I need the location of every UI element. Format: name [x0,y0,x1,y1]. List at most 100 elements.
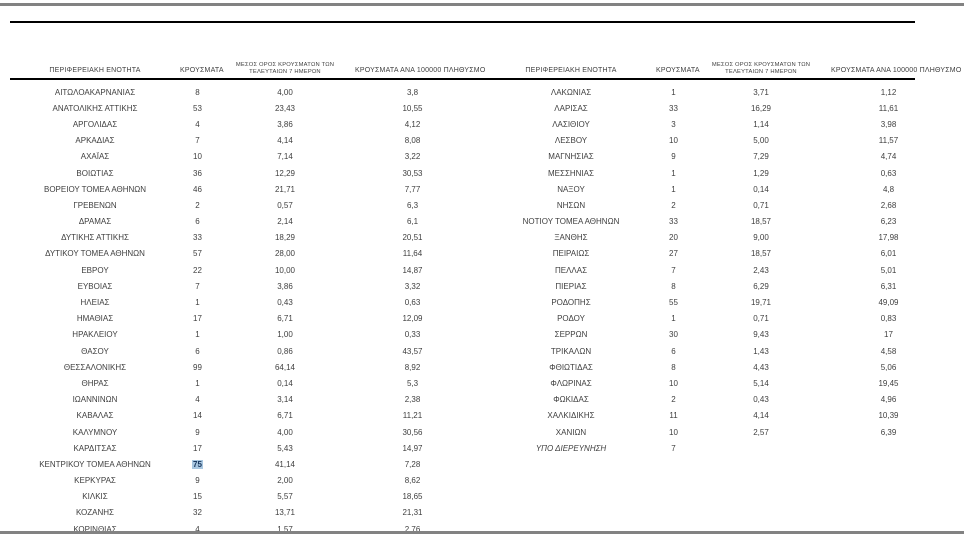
region-cell: ΚΕΡΚΥΡΑΣ [74,476,116,486]
per100k-cell: 11,57 [878,136,899,146]
col-header-avg7-line2: ΤΕΛΕΥΤΑΙΩΝ 7 ΗΜΕΡΩΝ [725,68,797,75]
col-header-per100k: ΚΡΟΥΣΜΑΤΑ ΑΝΑ 100000 ΠΛΗΘΥΣΜΟ [831,67,962,74]
cases-cell: 15 [193,492,202,502]
per100k-cell: 2,38 [404,395,421,405]
avg7-cell: 28,00 [274,249,296,259]
table-row: ΠΕΛΛΑΣ 7 2,43 5,01 [486,262,956,278]
per100k-cell: 8,62 [404,476,421,486]
cases-cell: 2 [671,200,676,210]
avg7-cell: 1,00 [277,330,293,340]
region-cell: ΒΟΡΕΙΟΥ ΤΟΜΕΑ ΑΘΗΝΩΝ [43,184,147,194]
cases-cell: 99 [193,362,202,372]
table-row: ΦΩΚΙΔΑΣ 2 0,43 4,96 [486,392,956,408]
region-cell: ΑΙΤΩΛΟΑΚΑΡΝΑΝΙΑΣ [54,87,136,97]
table-row: ΚΑΒΑΛΑΣ 14 6,71 11,21 [10,408,476,424]
per100k-cell: 17 [884,330,893,340]
per100k-cell: 3,8 [406,87,419,97]
region-cell: ΑΧΑΪΑΣ [80,152,110,162]
avg7-cell: 4,00 [277,427,293,437]
avg7-cell: 3,14 [277,395,293,405]
cases-cell: 6 [671,346,676,356]
per100k-cell: 43,57 [402,346,423,356]
table-header-row: ΠΕΡΙΦΕΡΕΙΑΚΗ ΕΝΟΤΗΤΑ ΚΡΟΥΣΜΑΤΑ ΜΕΣΟΣ ΟΡΟ… [486,54,962,78]
cases-cell: 8 [195,87,200,97]
avg7-cell: 2,00 [277,476,293,486]
avg7-cell: 64,14 [274,362,296,372]
region-cell: ΝΗΣΩΝ [556,200,586,210]
page-top-divider [0,3,964,6]
table-row: ΠΙΕΡΙΑΣ 8 6,29 6,31 [486,278,956,294]
table-row: ΕΒΡΟΥ 22 10,00 14,87 [10,262,476,278]
table-row: ΠΕΙΡΑΙΩΣ 27 18,57 6,01 [486,246,956,262]
table-row: ΚΙΛΚΙΣ 15 5,57 18,65 [10,489,476,505]
avg7-cell: 5,57 [277,492,293,502]
table-row: ΞΑΝΘΗΣ 20 9,00 17,98 [486,230,956,246]
avg7-cell: 6,71 [277,314,293,324]
region-cell: ΝΟΤΙΟΥ ΤΟΜΕΑ ΑΘΗΝΩΝ [522,217,620,227]
avg7-cell: 18,57 [750,249,772,259]
cases-cell: 57 [193,249,202,259]
table-row: ΚΟΖΑΝΗΣ 32 13,71 21,31 [10,505,476,521]
avg7-cell: 0,14 [277,378,293,388]
avg7-cell: 18,57 [750,217,772,227]
avg7-cell: 12,29 [274,168,296,178]
table-row: ΘΑΣΟΥ 6 0,86 43,57 [10,343,476,359]
per100k-cell: 18,65 [402,492,423,502]
avg7-cell: 7,29 [753,152,769,162]
per100k-cell: 30,56 [402,427,423,437]
region-cell: ΡΟΔΟΥ [557,314,585,324]
avg7-cell: 0,71 [753,200,769,210]
avg7-cell: 2,57 [753,427,769,437]
region-cell: ΓΡΕΒΕΝΩΝ [73,200,117,210]
table-row: ΒΟΡΕΙΟΥ ΤΟΜΕΑ ΑΘΗΝΩΝ 46 21,71 7,77 [10,181,476,197]
avg7-cell: 6,71 [277,411,293,421]
avg7-cell: 16,29 [750,103,772,113]
per100k-cell: 4,58 [880,346,897,356]
table-row: ΧΑΛΚΙΔΙΚΗΣ 11 4,14 10,39 [486,408,956,424]
region-cell: ΦΩΚΙΔΑΣ [553,395,589,405]
region-cell: ΦΘΙΩΤΙΔΑΣ [549,362,593,372]
avg7-cell: 23,43 [274,103,296,113]
table-row: ΡΟΔΟΠΗΣ 55 19,71 49,09 [486,294,956,310]
region-cell: ΡΟΔΟΠΗΣ [551,298,591,308]
cases-cell: 20 [669,233,678,243]
per100k-cell: 21,31 [402,508,423,518]
per100k-cell: 5,3 [406,378,419,388]
avg7-cell: 21,71 [274,184,296,194]
region-cell: ΦΛΩΡΙΝΑΣ [550,378,592,388]
per100k-cell: 3,22 [404,152,421,162]
cases-cell: 8 [671,362,676,372]
cases-cell: 10 [669,427,678,437]
table-row: ΑΡΚΑΔΙΑΣ 7 4,14 8,08 [10,133,476,149]
col-header-region: ΠΕΡΙΦΕΡΕΙΑΚΗ ΕΝΟΤΗΤΑ [49,67,141,74]
avg7-cell: 3,71 [753,87,769,97]
per100k-cell: 6,3 [406,200,419,210]
cases-cell: 17 [193,443,202,453]
avg7-cell: 0,71 [753,314,769,324]
avg7-cell: 0,14 [753,184,769,194]
region-cell: ΚΕΝΤΡΙΚΟΥ ΤΟΜΕΑ ΑΘΗΝΩΝ [39,459,151,469]
cases-cell: 1 [195,330,200,340]
table-header-row: ΠΕΡΙΦΕΡΕΙΑΚΗ ΕΝΟΤΗΤΑ ΚΡΟΥΣΜΑΤΑ ΜΕΣΟΣ ΟΡΟ… [10,54,485,78]
avg7-cell: 5,14 [753,378,769,388]
avg7-cell: 2,43 [753,265,769,275]
avg7-cell: 4,14 [753,411,769,421]
per100k-cell: 6,1 [406,217,419,227]
table-row: ΚΑΛΥΜΝΟΥ 9 4,00 30,56 [10,424,476,440]
selected-text: 75 [192,459,203,469]
avg7-cell: 7,14 [277,152,293,162]
cases-cell: 1 [195,298,200,308]
per100k-cell: 6,31 [880,281,897,291]
table-row: ΡΟΔΟΥ 1 0,71 0,83 [486,311,956,327]
cases-cell: 53 [193,103,202,113]
cases-cell: 8 [671,281,676,291]
cases-cell: 33 [193,233,202,243]
region-cell: ΥΠΟ ΔΙΕΡΕΥΝΗΣΗ [535,443,607,453]
region-cell: ΘΑΣΟΥ [81,346,109,356]
cases-cell: 17 [193,314,202,324]
cases-cell: 4 [195,524,200,534]
table-row: ΔΥΤΙΚΟΥ ΤΟΜΕΑ ΑΘΗΝΩΝ 57 28,00 11,64 [10,246,476,262]
region-cell: ΙΩΑΝΝΙΝΩΝ [72,395,118,405]
table-row: ΛΑΚΩΝΙΑΣ 1 3,71 1,12 [486,84,956,100]
table-row: ΔΡΑΜΑΣ 6 2,14 6,1 [10,214,476,230]
